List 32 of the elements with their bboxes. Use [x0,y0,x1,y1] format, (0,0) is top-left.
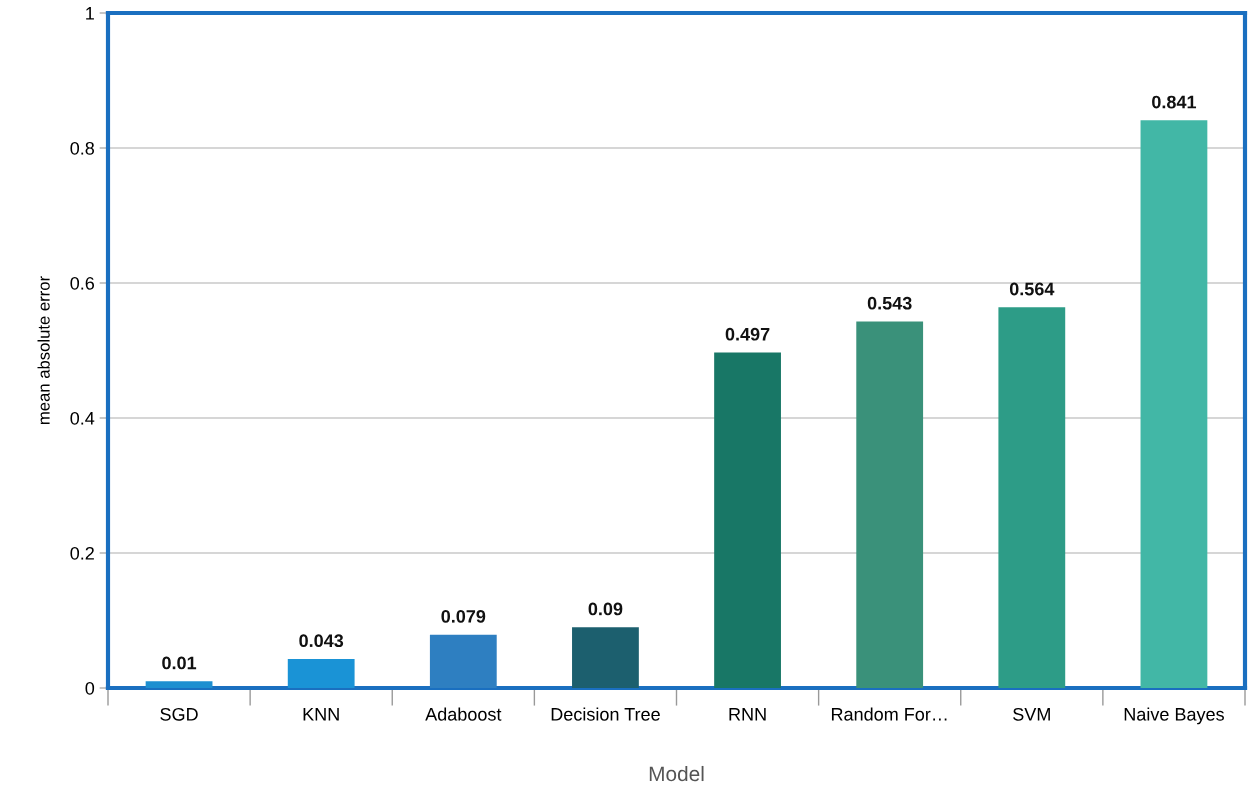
y-tick-label: 1 [86,7,94,20]
data-label: 0.09 [588,602,623,616]
x-tick-label: Naive Bayes [1124,707,1224,725]
bar [572,627,639,688]
data-label: 0.841 [1152,95,1197,109]
y-tick-label: 0.2 [70,546,94,560]
data-label: 0.079 [441,609,486,623]
y-tick-label: 0.6 [70,276,95,290]
x-tick-label: KNN [303,708,339,721]
x-tick-label: Adaboost [425,707,502,721]
y-tick-label: 0.4 [70,411,95,425]
data-label: 0.564 [1009,282,1055,296]
x-tick-label: SGD [160,707,198,721]
bar [714,352,781,688]
x-tick-label: SVM [1013,707,1050,721]
x-tick-label: Random For… [831,707,947,721]
data-label: 0.543 [867,296,912,310]
y-tick-label: 0 [85,681,95,695]
bar [145,681,213,688]
y-axis-title: mean absolute error [37,276,50,424]
x-axis-title: Model [649,765,704,782]
data-label: 0.01 [162,656,197,670]
x-tick-label: Decision Tree [551,707,660,721]
bar [856,321,924,688]
bar [429,634,497,688]
x-tick-label: RNN [729,708,766,721]
y-tick-label: 0.8 [70,141,95,155]
bar [1140,120,1208,688]
data-label: 0.497 [725,327,770,341]
bar [998,307,1066,688]
bar [287,658,355,688]
data-label: 0.043 [299,634,344,648]
